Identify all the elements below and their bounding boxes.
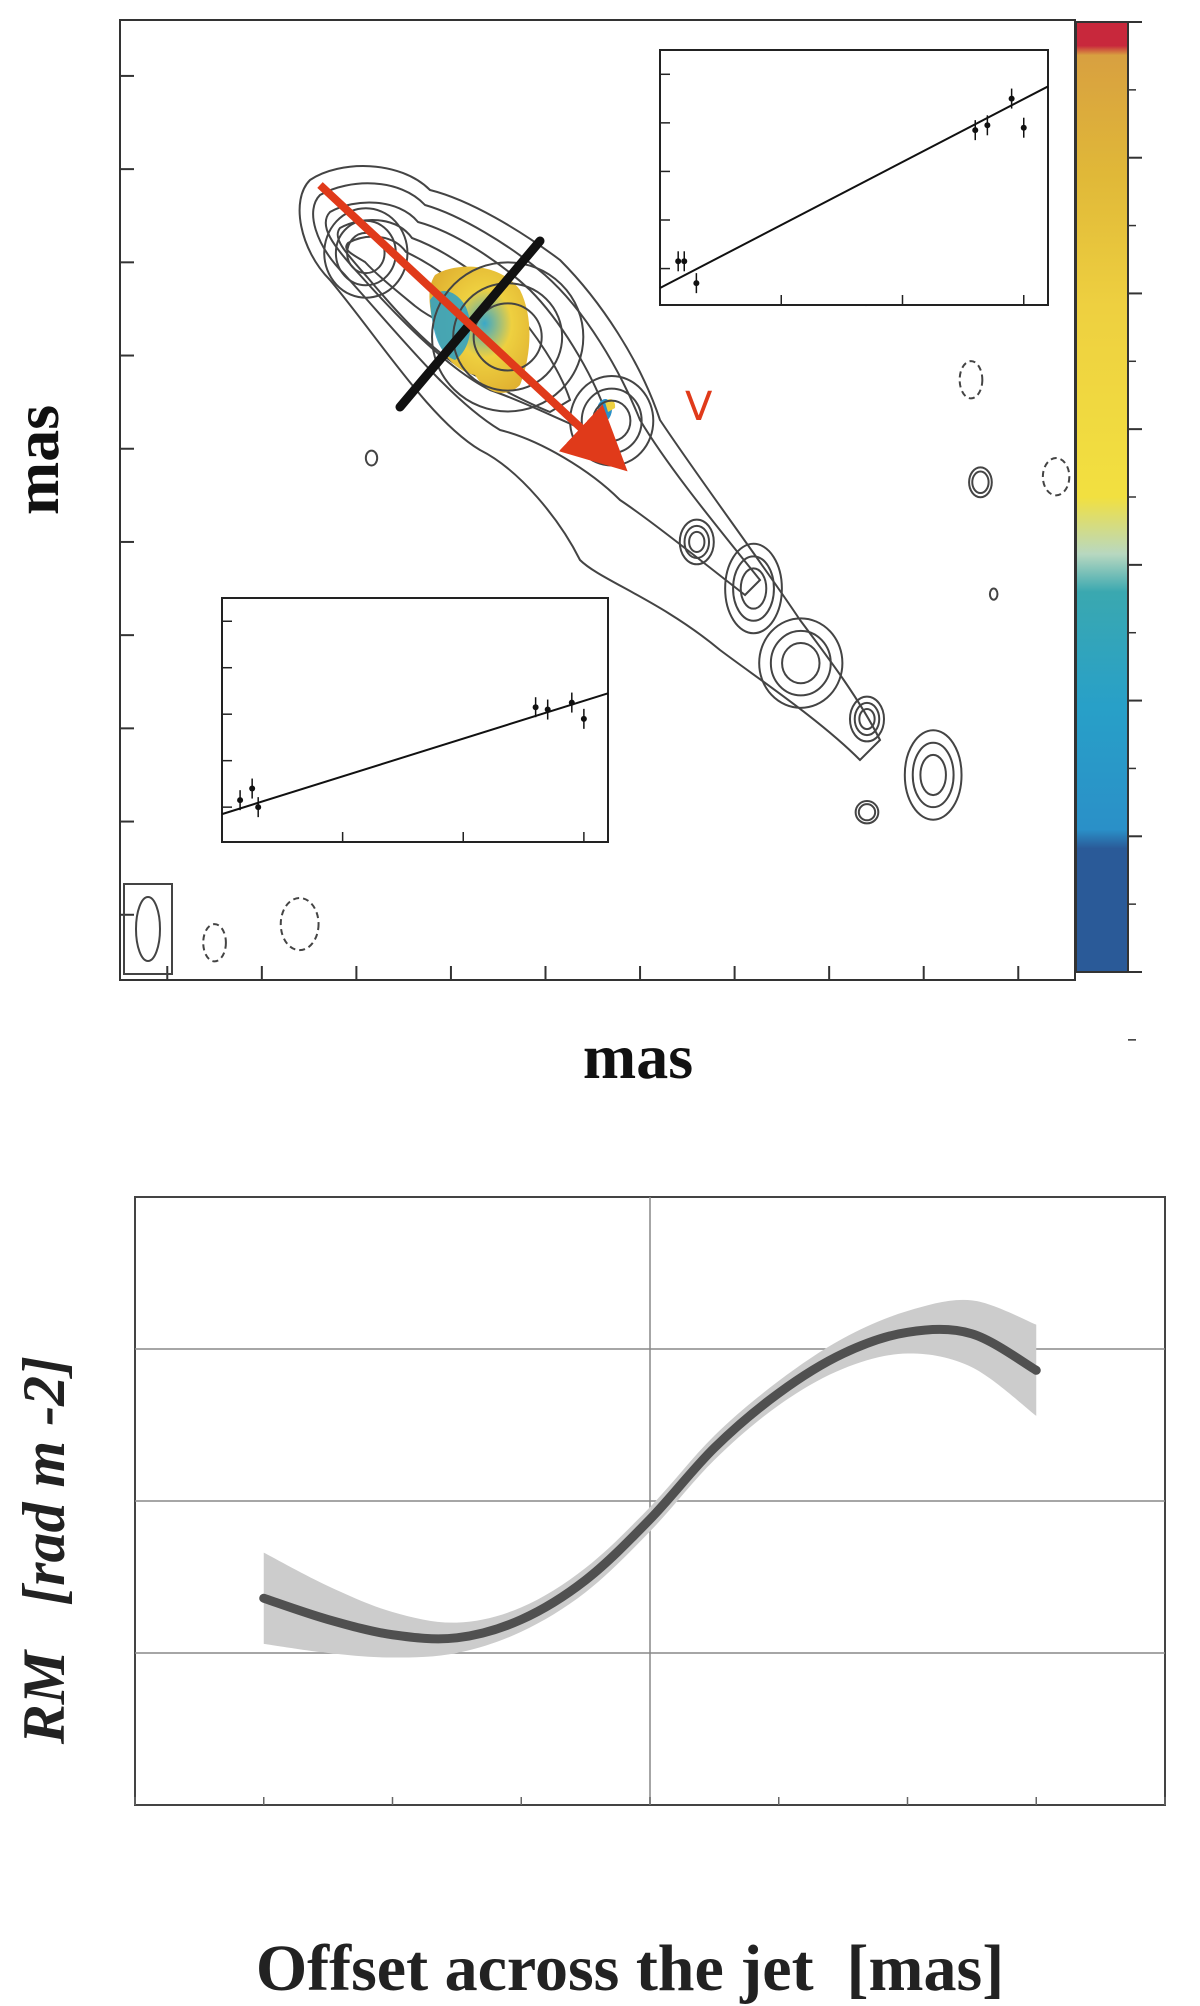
inset-data-point	[532, 704, 539, 711]
inset-data-point	[568, 699, 575, 706]
contour-ellipse	[758, 617, 844, 709]
contour-ellipse	[678, 518, 715, 566]
contour-ellipse	[323, 207, 409, 299]
contour-ellipse	[971, 470, 990, 495]
inset-frame	[659, 49, 1049, 306]
negative-contour-ellipse	[1041, 457, 1071, 497]
rm-map-panel: V mas mas	[1, 19, 1142, 1092]
pa-inset-lower	[221, 597, 609, 843]
contour-ellipse	[988, 587, 999, 601]
rm-profile-panel: Offset across the jet [mas] RM [rad m -2…	[11, 1196, 1166, 2005]
colorbar	[1075, 21, 1142, 1041]
colorbar-ticks	[1128, 21, 1142, 1041]
contour-ellipse	[848, 695, 886, 743]
contour-ellipse	[683, 524, 711, 560]
negative-contour-ellipse	[279, 896, 320, 952]
contour-ellipse	[853, 701, 881, 737]
negative-contour-ellipse	[202, 923, 227, 963]
inset-data-point	[984, 122, 991, 129]
contour-ellipse	[903, 729, 963, 821]
profile-x-ticks	[134, 1797, 1166, 1805]
inset-data-point	[237, 797, 244, 804]
contour-ellipse	[919, 753, 947, 797]
contour-ellipse	[769, 629, 832, 697]
contour-ellipse	[688, 530, 706, 554]
contour-ellipse	[968, 466, 993, 499]
inset-fit-line	[221, 692, 609, 816]
map-y-axis-label: mas	[1, 405, 72, 515]
pa-inset-upper	[659, 49, 1049, 306]
inset-frame	[221, 597, 609, 843]
profile-x-axis-label: Offset across the jet [mas]	[256, 1932, 1004, 2005]
contour-ellipse	[364, 449, 379, 467]
inset-data-point	[255, 804, 262, 811]
contour-ellipse	[857, 803, 877, 822]
rm-profile-line	[259, 1324, 1041, 1644]
beam-marker	[123, 883, 173, 975]
contour-ellipse	[911, 741, 955, 809]
map-x-ticks	[166, 966, 1020, 980]
inset-data-point	[972, 127, 979, 134]
contour-ellipse	[732, 555, 775, 622]
contour-ellipse	[431, 261, 585, 413]
inset-data-point	[580, 715, 587, 722]
profile-y-axis-label: RM [rad m -2]	[11, 1356, 77, 1745]
inset-data-point	[1020, 124, 1027, 131]
contour-ellipse	[472, 302, 543, 372]
contour-ellipse	[858, 707, 876, 731]
velocity-label: V	[685, 384, 713, 430]
map-x-axis-label: mas	[583, 1021, 693, 1092]
contour-ellipse	[739, 567, 768, 610]
inset-data-point	[544, 706, 551, 713]
inset-fit-line	[659, 85, 1049, 289]
map-y-ticks	[120, 74, 134, 916]
inset-data-point	[1008, 95, 1015, 102]
contour-ellipse	[724, 542, 783, 635]
inset-data-point	[693, 280, 700, 287]
contour-ellipse	[854, 800, 880, 825]
inset-data-point	[681, 258, 688, 265]
colorbar-scale	[1075, 21, 1129, 973]
inset-data-point	[249, 785, 256, 792]
inset-data-point	[675, 258, 682, 265]
jet-velocity-arrow	[317, 182, 628, 472]
negative-contour-ellipse	[958, 360, 984, 400]
contour-ellipse	[781, 641, 821, 685]
